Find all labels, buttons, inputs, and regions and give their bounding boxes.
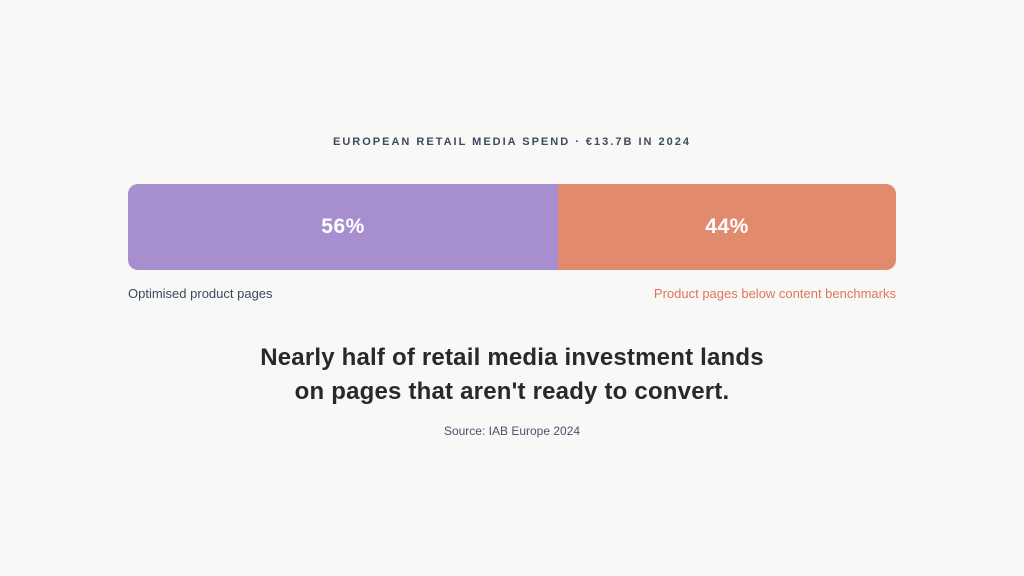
bar-segment-optimised-pages: 56% <box>128 184 559 270</box>
segment-label-optimised-pages: Optimised product pages <box>128 286 273 301</box>
source-attribution: Source: IAB Europe 2024 <box>443 424 581 438</box>
segment-value-label-optimised: 56% <box>321 215 365 238</box>
headline-line-2: on pages that aren't ready to convert. <box>294 378 730 405</box>
headline-line-1: Nearly half of retail media investment l… <box>260 344 764 371</box>
bar-segment-below-benchmarks: 44% <box>558 184 896 270</box>
headline: Nearly half of retail media investment l… <box>0 341 1024 409</box>
chart-title: EUROPEAN RETAIL MEDIA SPEND · €13.7B IN … <box>333 136 691 148</box>
stacked-bar: 56% 44% <box>128 184 896 270</box>
segment-label-below-benchmarks: Product pages below content benchmarks <box>653 286 896 301</box>
segment-value-label-below-benchmarks: 44% <box>705 215 749 238</box>
bar-legend: Optimised product pages Product pages be… <box>128 286 896 301</box>
